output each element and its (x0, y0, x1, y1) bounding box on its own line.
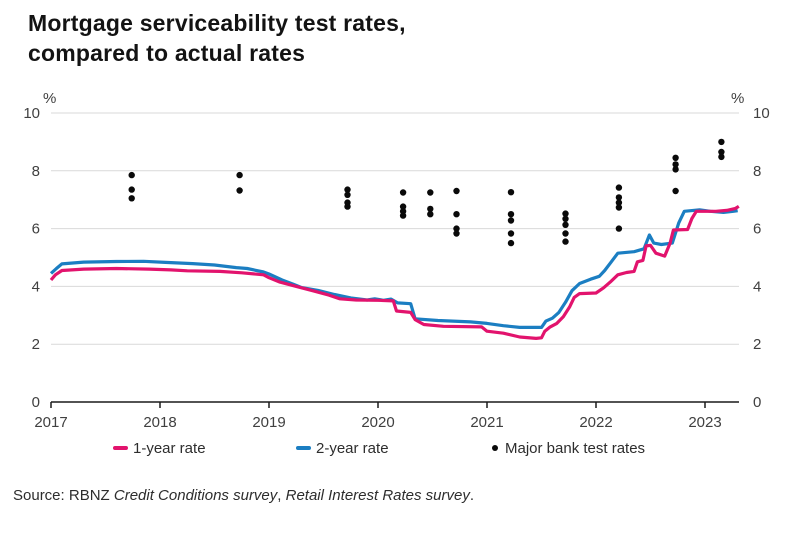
svg-text:6: 6 (32, 221, 40, 238)
svg-text:10: 10 (753, 105, 770, 122)
legend-label: Major bank test rates (505, 439, 646, 457)
source-note: Source: RBNZ Credit Conditions survey, R… (13, 487, 798, 504)
svg-text:2017: 2017 (34, 414, 67, 431)
svg-text:8: 8 (753, 163, 761, 180)
svg-text:4: 4 (753, 278, 761, 295)
svg-text:2: 2 (32, 336, 40, 353)
svg-text:2: 2 (753, 336, 761, 353)
legend-label: 2-year rate (316, 439, 389, 457)
svg-text:2021: 2021 (470, 414, 503, 431)
svg-text:0: 0 (32, 394, 40, 411)
line-swatch-icon (113, 446, 128, 450)
legend-item-1-year-rate: 1-year rate (113, 435, 206, 461)
svg-text:2023: 2023 (688, 414, 721, 431)
legend: 1-year rate 2-year rate Major bank test … (0, 435, 798, 461)
svg-text:2020: 2020 (361, 414, 394, 431)
svg-text:2018: 2018 (143, 414, 176, 431)
source-terminator: . (469, 487, 475, 504)
svg-text:%: % (731, 90, 744, 107)
source-survey-1: Credit Conditions survey (113, 487, 278, 504)
svg-text:2022: 2022 (579, 414, 612, 431)
page-title: Mortgage serviceability test rates, comp… (28, 8, 798, 68)
svg-text:0: 0 (753, 394, 761, 411)
svg-text:8: 8 (32, 163, 40, 180)
source-prefix: Source: RBNZ (13, 487, 114, 504)
legend-item-major-bank-test-rates: Major bank test rates (492, 435, 645, 461)
svg-text:6: 6 (753, 221, 761, 238)
page-title-line-2: compared to actual rates (28, 40, 306, 66)
source-separator: , (277, 487, 286, 504)
legend-label: 1-year rate (133, 439, 206, 457)
svg-text:%: % (43, 90, 56, 107)
page-title-line-1: Mortgage serviceability test rates, (28, 10, 406, 36)
line-swatch-icon (296, 446, 311, 450)
svg-text:2019: 2019 (252, 414, 285, 431)
chart-canvas: 0 0 2 2 4 4 6 6 8 8 10 10% % 2017 2018 2019 2020 2021 2022… (23, 90, 770, 431)
legend-item-2-year-rate: 2-year rate (296, 435, 389, 461)
source-survey-2: Retail Interest Rates survey (285, 487, 470, 504)
svg-text:10: 10 (23, 105, 40, 122)
svg-text:4: 4 (32, 278, 40, 295)
dot-swatch-icon (492, 445, 498, 451)
